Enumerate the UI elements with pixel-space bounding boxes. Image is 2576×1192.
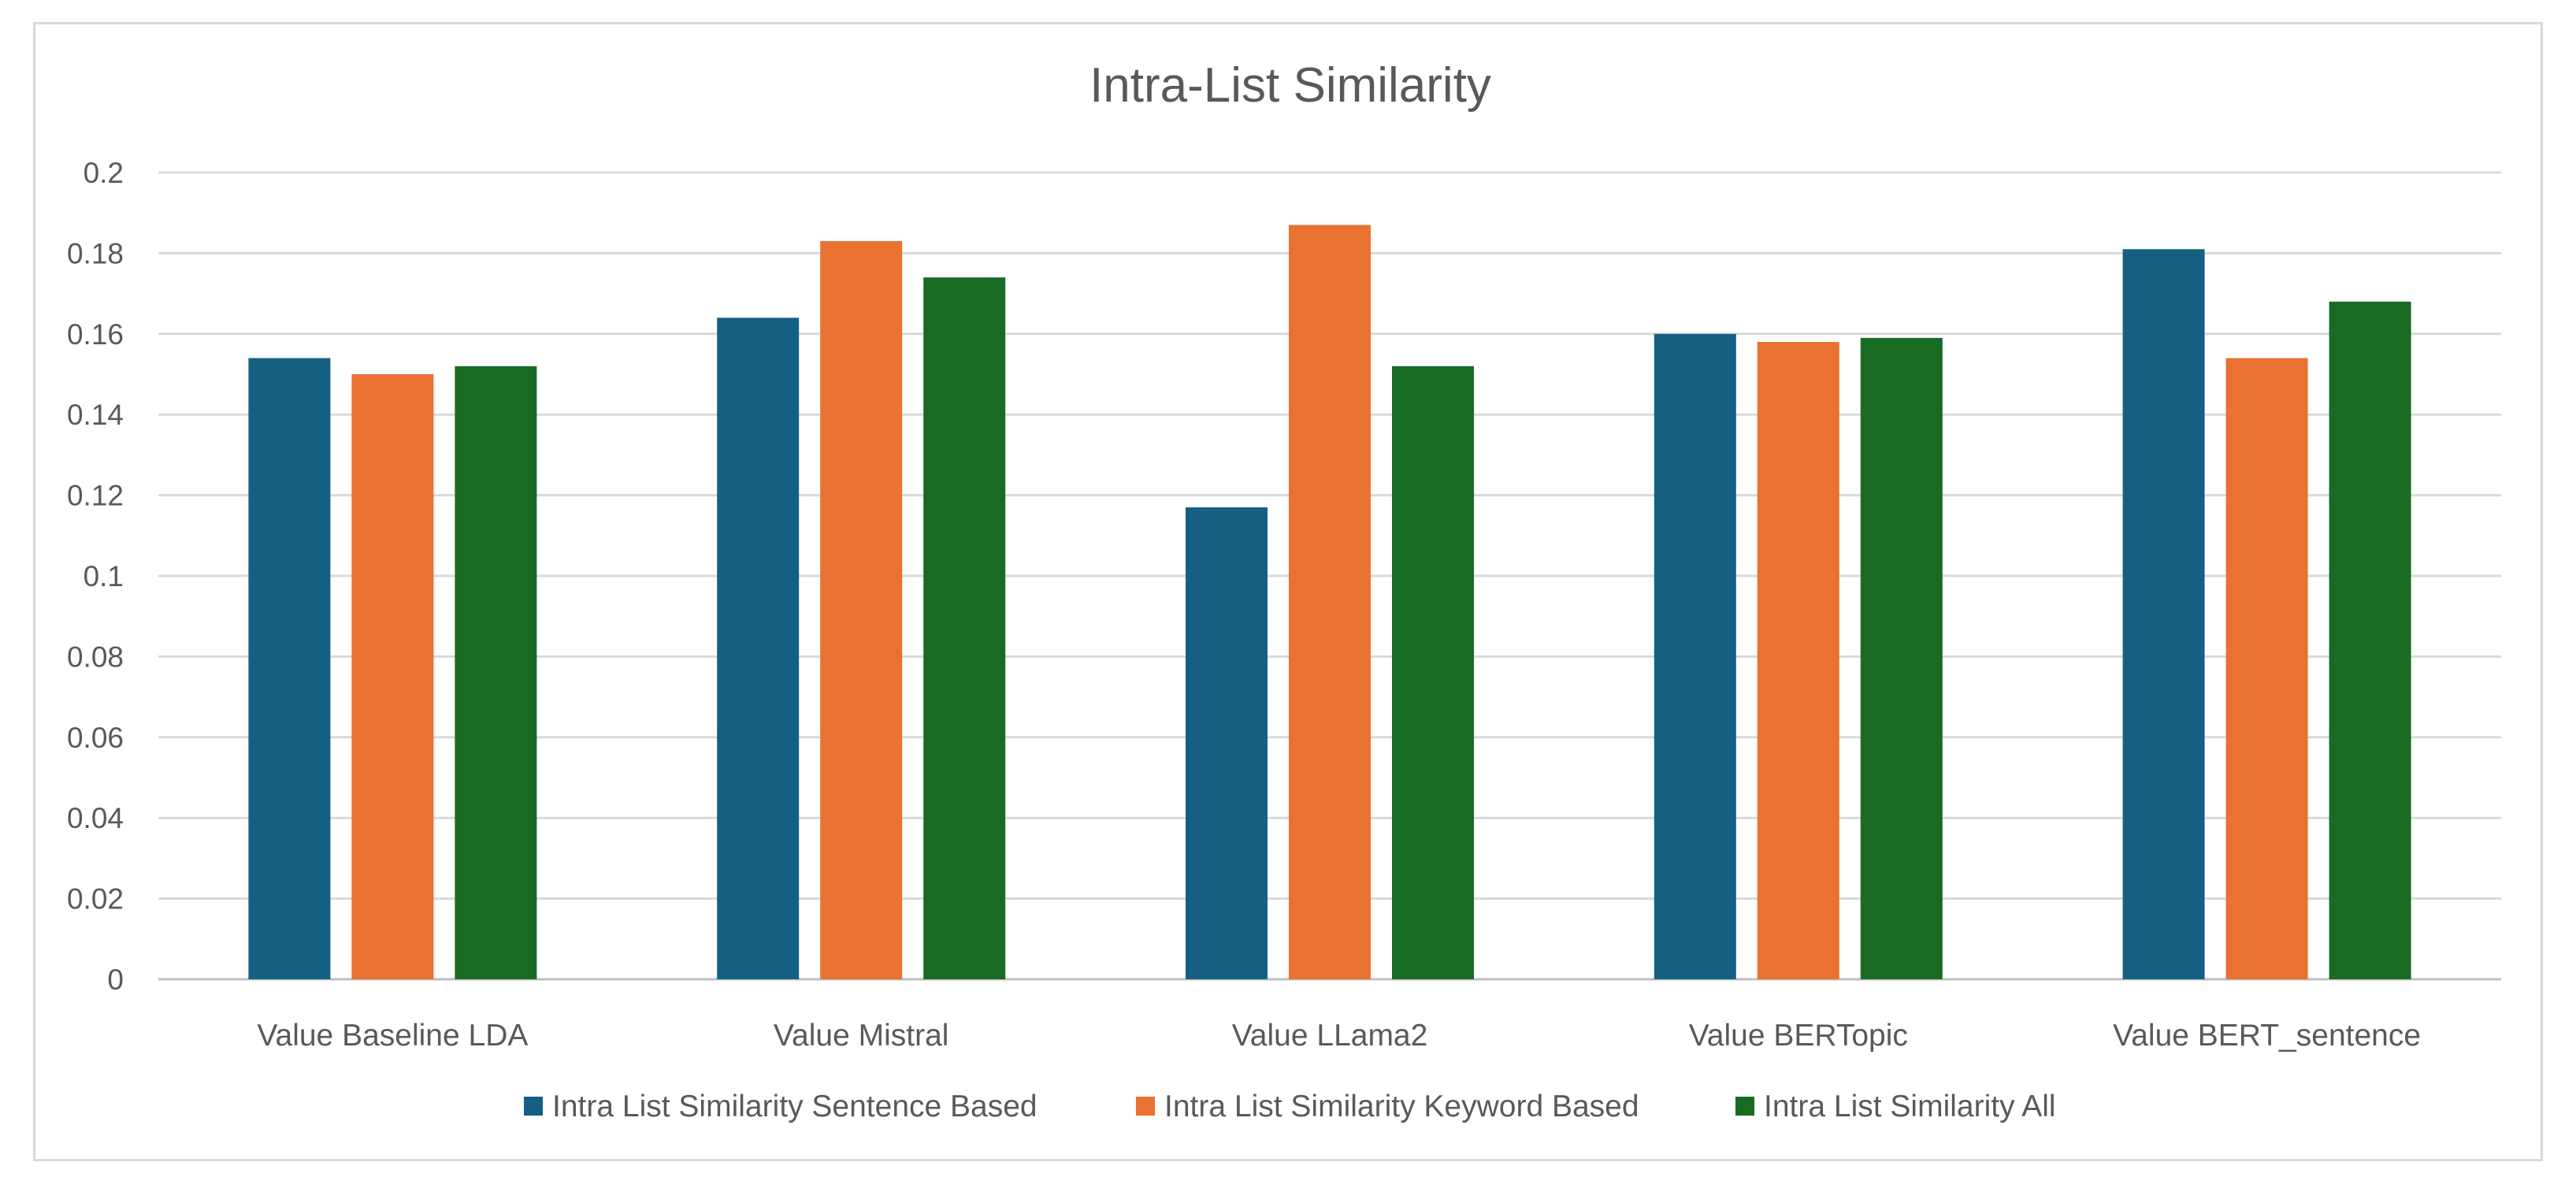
bar	[351, 374, 434, 979]
bar	[455, 366, 537, 979]
y-tick-label: 0	[107, 964, 124, 996]
x-category-label: Value LLama2	[1232, 1019, 1428, 1053]
bar	[923, 277, 1006, 979]
legend-label: Intra List Similarity All	[1764, 1090, 2056, 1123]
legend-label: Intra List Similarity Keyword Based	[1164, 1090, 1639, 1123]
x-category-label: Value Baseline LDA	[257, 1019, 528, 1053]
bar	[1654, 333, 1736, 979]
x-axis-labels: Value Baseline LDA Value Mistral Value LLa…	[257, 1019, 2421, 1053]
bar-chart: Intra-List Similarity 00.020.040.060.080…	[67, 58, 2501, 1123]
bar	[1860, 337, 1943, 979]
bar	[1289, 225, 1371, 979]
y-tick-label: 0.2	[84, 157, 124, 189]
bar	[2225, 358, 2308, 979]
y-tick-label: 0.04	[67, 802, 124, 834]
legend-swatch	[1735, 1097, 1754, 1116]
y-tick-label: 0.14	[67, 399, 124, 431]
legend-swatch	[1136, 1097, 1155, 1116]
x-category-label: Value BERTopic	[1689, 1019, 1908, 1053]
chart-frame: Intra-List Similarity 0 0.02 0.04 0.06 0.08 0…	[33, 22, 2543, 1161]
y-tick-label: 0.06	[67, 722, 124, 754]
y-tick-label: 0.02	[67, 883, 124, 915]
y-tick-label: 0.12	[67, 480, 124, 512]
y-tick-label: 0.18	[67, 237, 124, 269]
bar	[2122, 249, 2205, 979]
y-tick-label: 0.08	[67, 641, 124, 673]
legend: Intra List Similarity Sentence Based Intr…	[524, 1090, 2056, 1123]
bar	[248, 358, 331, 979]
chart-title: Intra-List Similarity	[1089, 58, 1491, 113]
x-category-label: Value Mistral	[774, 1019, 949, 1053]
bars	[248, 225, 2411, 980]
legend-label: Intra List Similarity Sentence Based	[552, 1090, 1037, 1123]
bar	[1392, 366, 1474, 979]
bar	[717, 317, 800, 979]
y-axis-ticks: 0 0.02 0.04 0.06 0.08 0.1 0.12 0.14 0.16 0.18 0.2	[67, 157, 124, 996]
x-category-label: Value BERT_sentence	[2113, 1019, 2421, 1053]
bar	[2329, 301, 2411, 980]
bar	[820, 241, 903, 979]
bar	[1186, 507, 1268, 979]
y-tick-label: 0.1	[84, 560, 124, 592]
bar	[1757, 342, 1839, 979]
y-tick-label: 0.16	[67, 318, 124, 351]
legend-swatch	[524, 1097, 543, 1116]
